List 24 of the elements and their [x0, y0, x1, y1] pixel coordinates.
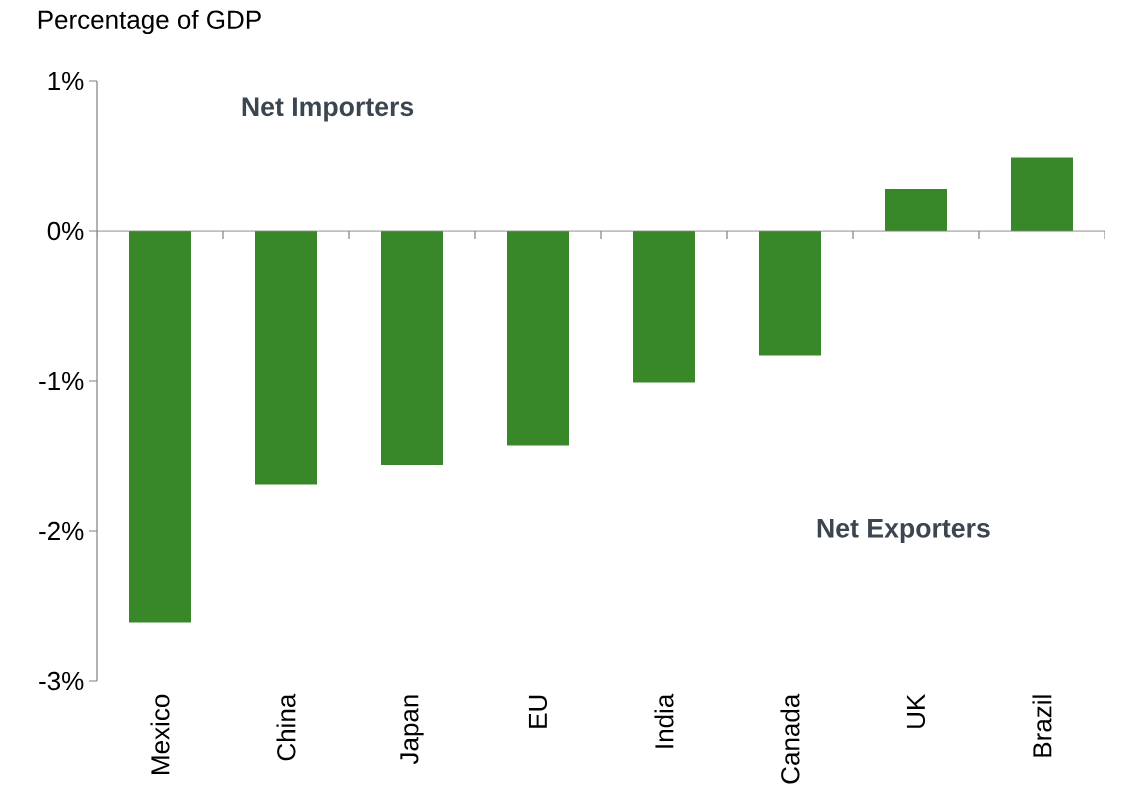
x-tick-label: Canada — [780, 693, 800, 784]
bar — [255, 230, 317, 485]
bar — [381, 230, 443, 465]
annotation: Net Importers — [242, 97, 414, 122]
bar — [759, 230, 821, 356]
bar — [885, 188, 947, 231]
y-tick-label: -1% — [39, 371, 84, 391]
bar — [507, 230, 569, 446]
y-tick-label: -3% — [39, 671, 84, 691]
bar — [633, 230, 695, 383]
y-tick-label: 1% — [48, 71, 84, 91]
x-tick-label: China — [276, 693, 296, 761]
x-tick-label: EU — [528, 695, 548, 728]
x-tick-label: UK — [906, 694, 926, 728]
x-tick-label: India — [654, 693, 674, 748]
bar — [1011, 157, 1073, 231]
x-tick-label: Mexico — [150, 694, 170, 774]
bar — [129, 230, 191, 623]
x-tick-label: Japan — [400, 695, 424, 765]
annotation: Net Exporters — [817, 519, 990, 543]
y-axis-title: Percentage of GDP — [38, 9, 261, 35]
x-tick-label: Brazil — [1032, 695, 1052, 757]
y-tick-label: 0% — [47, 221, 84, 241]
y-tick-label: -2% — [39, 521, 84, 541]
